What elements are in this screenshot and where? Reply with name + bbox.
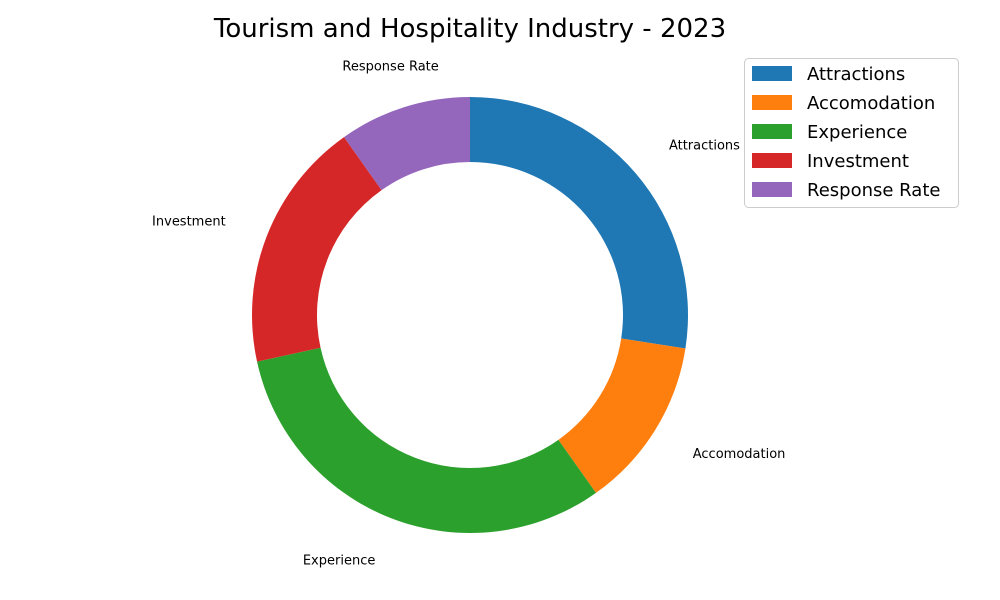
slice-attractions xyxy=(470,97,688,349)
slice-accomodation xyxy=(558,338,686,493)
slice-label-accomodation: Accomodation xyxy=(693,447,786,462)
legend-swatch-accomodation xyxy=(752,95,792,110)
slice-label-response-rate: Response Rate xyxy=(342,59,438,74)
donut-slices xyxy=(252,97,688,533)
slice-experience xyxy=(257,347,596,533)
chart-title: Tourism and Hospitality Industry - 2023 xyxy=(213,14,726,44)
slice-response-rate xyxy=(344,97,470,191)
slice-label-attractions: Attractions xyxy=(669,139,740,154)
legend-label-investment: Investment xyxy=(807,151,909,172)
legend-swatch-experience xyxy=(752,124,792,139)
legend-label-response-rate: Response Rate xyxy=(807,180,940,201)
legend-label-attractions: Attractions xyxy=(807,64,905,85)
legend: Attractions Accomodation Experience Investm… xyxy=(744,58,959,208)
legend-items: Attractions Accomodation Experience Investm… xyxy=(752,64,940,201)
slice-label-experience: Experience xyxy=(303,553,376,568)
legend-label-experience: Experience xyxy=(807,122,907,143)
legend-swatch-response-rate xyxy=(752,182,792,197)
slice-labels: Attractions Accomodation Experience Investm… xyxy=(152,59,785,568)
legend-swatch-attractions xyxy=(752,66,792,81)
legend-frame xyxy=(744,58,959,208)
slice-investment xyxy=(252,137,382,362)
slice-label-investment: Investment xyxy=(152,214,226,229)
legend-swatch-investment xyxy=(752,153,792,168)
legend-label-accomodation: Accomodation xyxy=(807,93,935,114)
